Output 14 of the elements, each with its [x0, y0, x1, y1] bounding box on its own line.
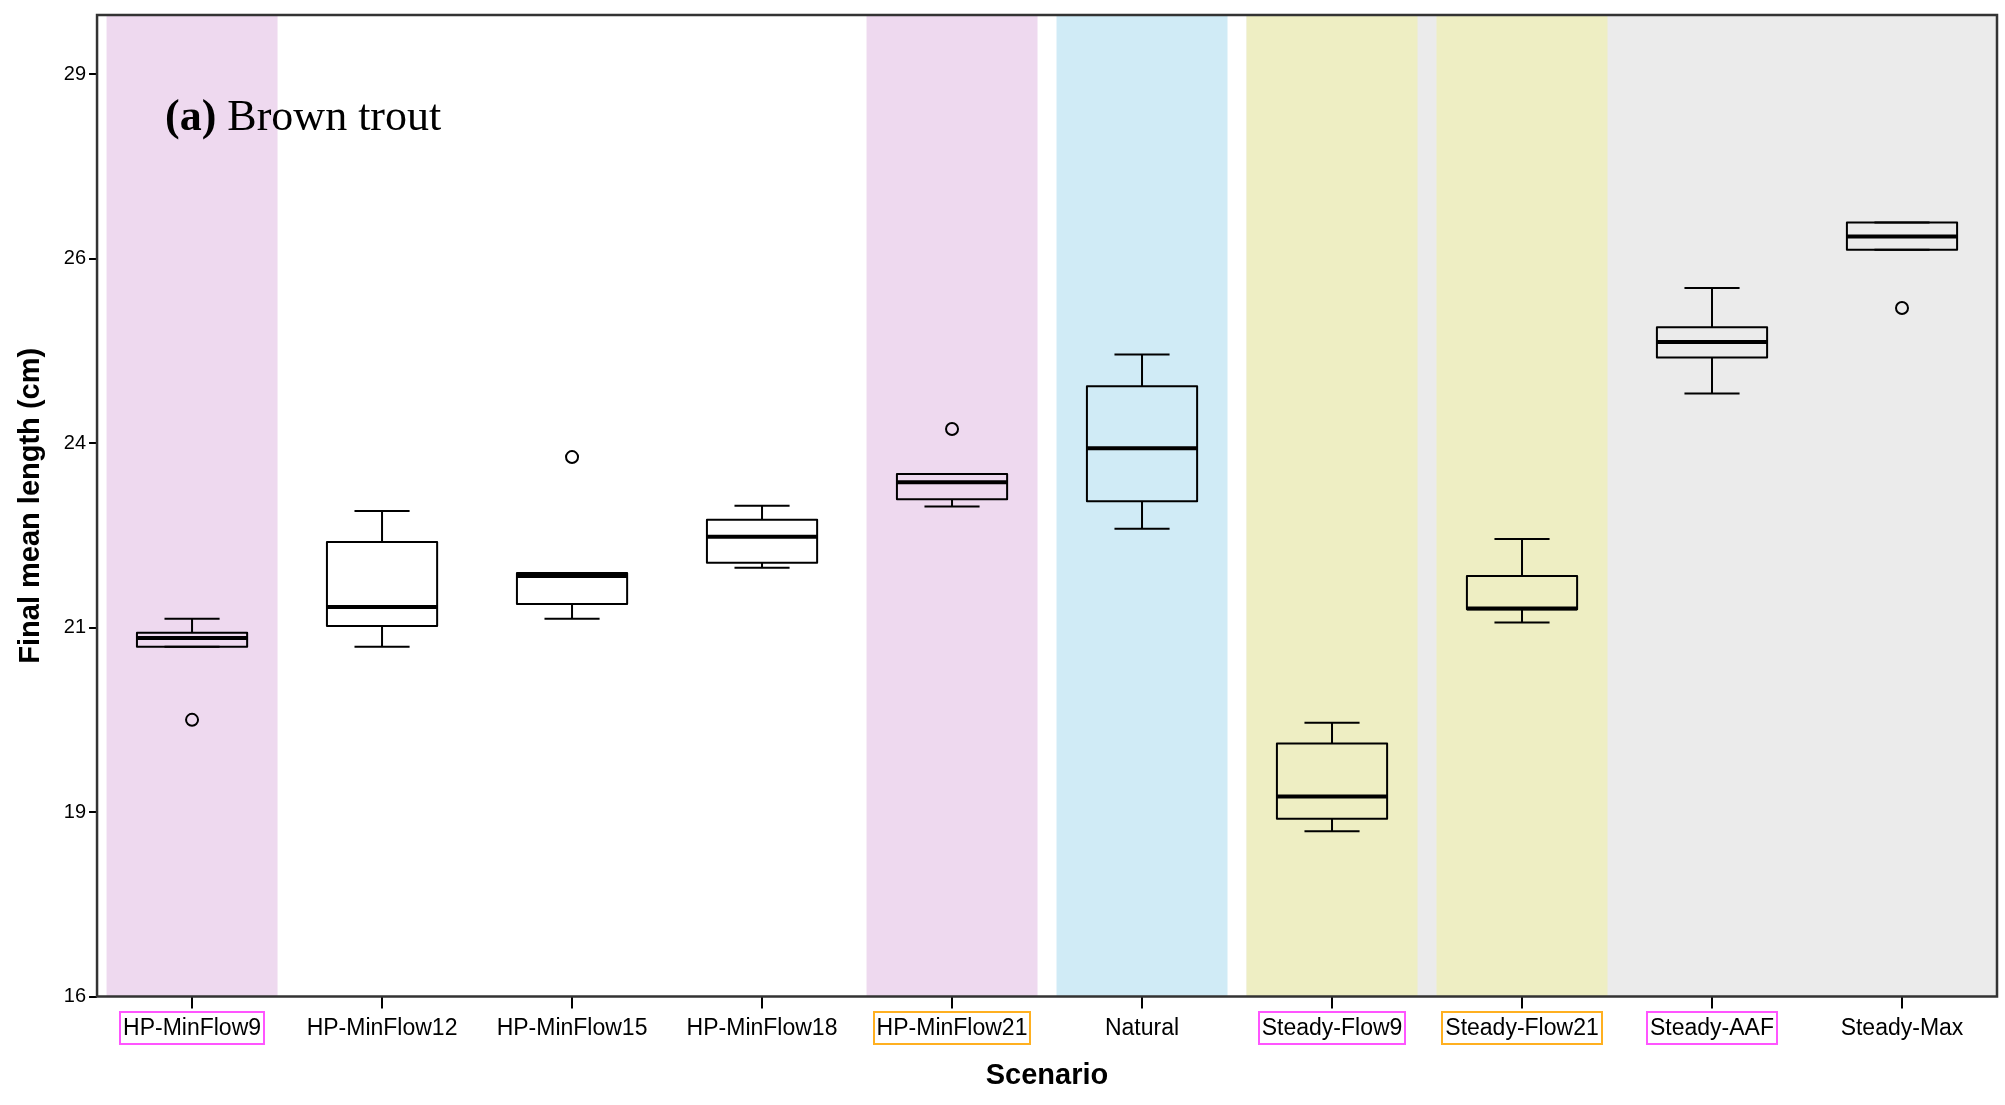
x-tick-label: HP-MinFlow15	[496, 1013, 648, 1040]
annotation: (a) Brown trout	[165, 91, 442, 140]
x-tick-label: HP-MinFlow18	[686, 1013, 838, 1040]
y-tick-label: 26	[63, 246, 87, 269]
x-tick-label: Steady-Max	[1840, 1013, 1964, 1040]
y-tick-label: 21	[63, 615, 87, 638]
y-tick-label: 24	[63, 430, 87, 453]
y-tick-label: 16	[63, 984, 87, 1007]
x-axis-title: Scenario	[985, 1057, 1109, 1090]
y-tick-label: 29	[63, 61, 87, 84]
x-tick-label: HP-MinFlow12	[306, 1013, 458, 1040]
x-tick-label: Natural	[1104, 1013, 1180, 1040]
y-tick-label: 19	[63, 799, 87, 822]
y-axis-title: Final mean length (cm)	[13, 347, 46, 664]
